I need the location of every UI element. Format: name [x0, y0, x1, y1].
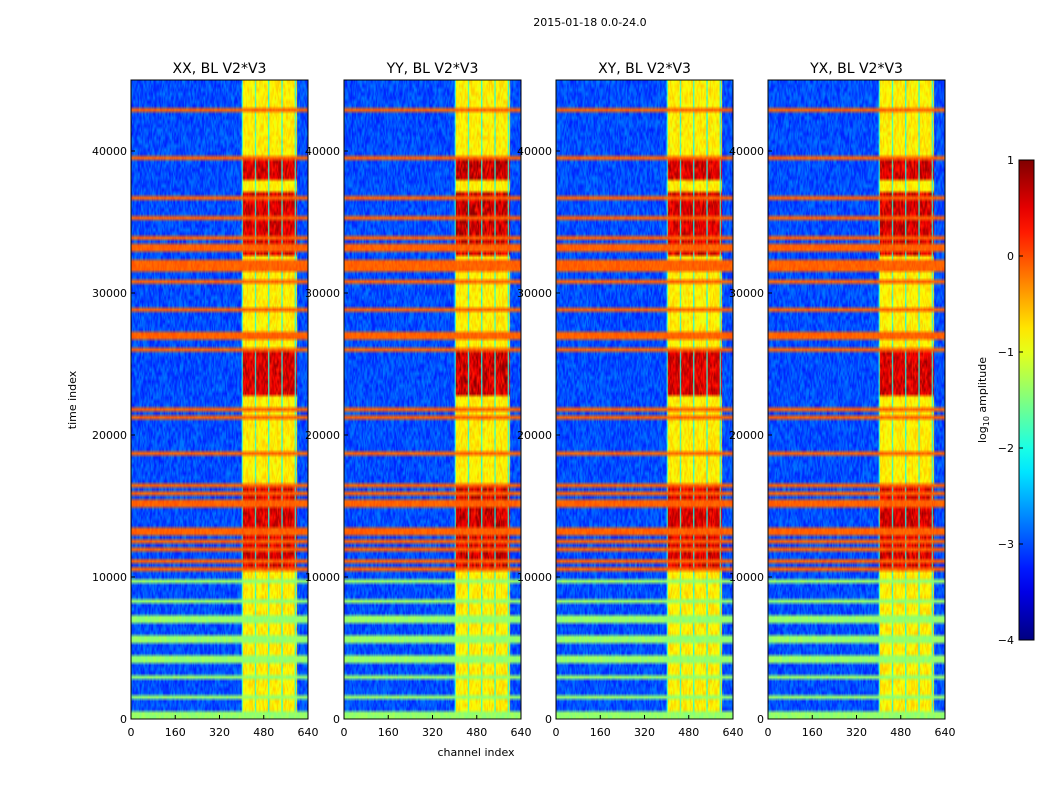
x-tick-label: 480 — [678, 726, 699, 739]
panel-title: XY, BL V2*V3 — [598, 61, 691, 77]
panel-1: XX, BL V2*V3 0 160 320 480 640 0 10000 20000 3000… — [92, 61, 319, 739]
y-tick-label: 40000 — [92, 145, 127, 158]
y-tick-label: 30000 — [729, 287, 764, 300]
y-tick-label: 20000 — [517, 429, 552, 442]
y-tick-label: 30000 — [305, 287, 340, 300]
y-tick-label: 10000 — [92, 571, 127, 584]
x-tick-label: 480 — [890, 726, 911, 739]
x-tick-label: 160 — [165, 726, 186, 739]
x-tick-label: 320 — [634, 726, 655, 739]
y-tick-label: 10000 — [517, 571, 552, 584]
y-tick-label: 10000 — [729, 571, 764, 584]
suptitle: 2015-01-18 0.0-24.0 — [533, 16, 646, 29]
y-tick-label: 10000 — [305, 571, 340, 584]
colorbar-label-main: log — [976, 426, 989, 443]
heatmap-image — [131, 80, 308, 719]
x-tick-label: 160 — [378, 726, 399, 739]
y-tick-label: 0 — [757, 713, 764, 726]
x-tick-label: 640 — [935, 726, 956, 739]
colorbar-tick-label: −4 — [998, 634, 1014, 647]
x-tick-label: 640 — [298, 726, 319, 739]
x-tick-label: 0 — [341, 726, 348, 739]
colorbar-tick-label: −3 — [998, 538, 1014, 551]
x-tick-label: 0 — [553, 726, 560, 739]
colorbar-label-sub: 10 — [982, 416, 991, 426]
y-tick-label: 30000 — [92, 287, 127, 300]
heatmap-image — [768, 80, 945, 719]
y-axis-label: time index — [66, 370, 79, 429]
panel-4: YX, BL V2*V3 0 160 320 480 640 0 10000 20000 3000… — [729, 61, 956, 739]
x-tick-label: 0 — [765, 726, 772, 739]
heatmap-image — [344, 80, 521, 719]
x-tick-label: 160 — [590, 726, 611, 739]
y-tick-label: 40000 — [729, 145, 764, 158]
x-tick-label: 480 — [466, 726, 487, 739]
y-tick-label: 20000 — [729, 429, 764, 442]
heatmap-image — [556, 80, 733, 719]
panel-title: YX, BL V2*V3 — [809, 61, 903, 77]
x-tick-label: 320 — [846, 726, 867, 739]
y-tick-label: 40000 — [305, 145, 340, 158]
colorbar-label-tail: amplitude — [976, 357, 989, 416]
y-tick-label: 0 — [333, 713, 340, 726]
x-tick-label: 320 — [209, 726, 230, 739]
colorbar-tick-label: −2 — [998, 442, 1014, 455]
x-tick-label: 160 — [802, 726, 823, 739]
y-tick-label: 20000 — [92, 429, 127, 442]
x-tick-label: 0 — [128, 726, 135, 739]
y-tick-label: 0 — [545, 713, 552, 726]
colorbar-tick-label: 0 — [1007, 250, 1014, 263]
y-tick-label: 30000 — [517, 287, 552, 300]
x-tick-label: 640 — [511, 726, 532, 739]
panel-2: YY, BL V2*V3 0 160 320 480 640 0 10000 20000 3000… — [305, 61, 532, 739]
x-tick-label: 640 — [723, 726, 744, 739]
panel-3: XY, BL V2*V3 0 160 320 480 640 0 10000 20000 3000… — [517, 61, 744, 739]
y-tick-label: 20000 — [305, 429, 340, 442]
x-tick-label: 480 — [253, 726, 274, 739]
y-tick-label: 40000 — [517, 145, 552, 158]
x-tick-label: 320 — [422, 726, 443, 739]
colorbar-label: log10 amplitude — [976, 357, 991, 443]
panel-title: XX, BL V2*V3 — [173, 61, 267, 77]
colorbar-gradient — [1018, 159, 1035, 641]
x-axis-label: channel index — [437, 746, 515, 759]
panel-title: YY, BL V2*V3 — [386, 61, 479, 77]
colorbar-tick-label: −1 — [998, 346, 1014, 359]
colorbar-tick-label: 1 — [1007, 154, 1014, 167]
panels: XX, BL V2*V3 0 160 320 480 640 0 10000 20000 3000… — [92, 61, 956, 739]
y-tick-label: 0 — [120, 713, 127, 726]
